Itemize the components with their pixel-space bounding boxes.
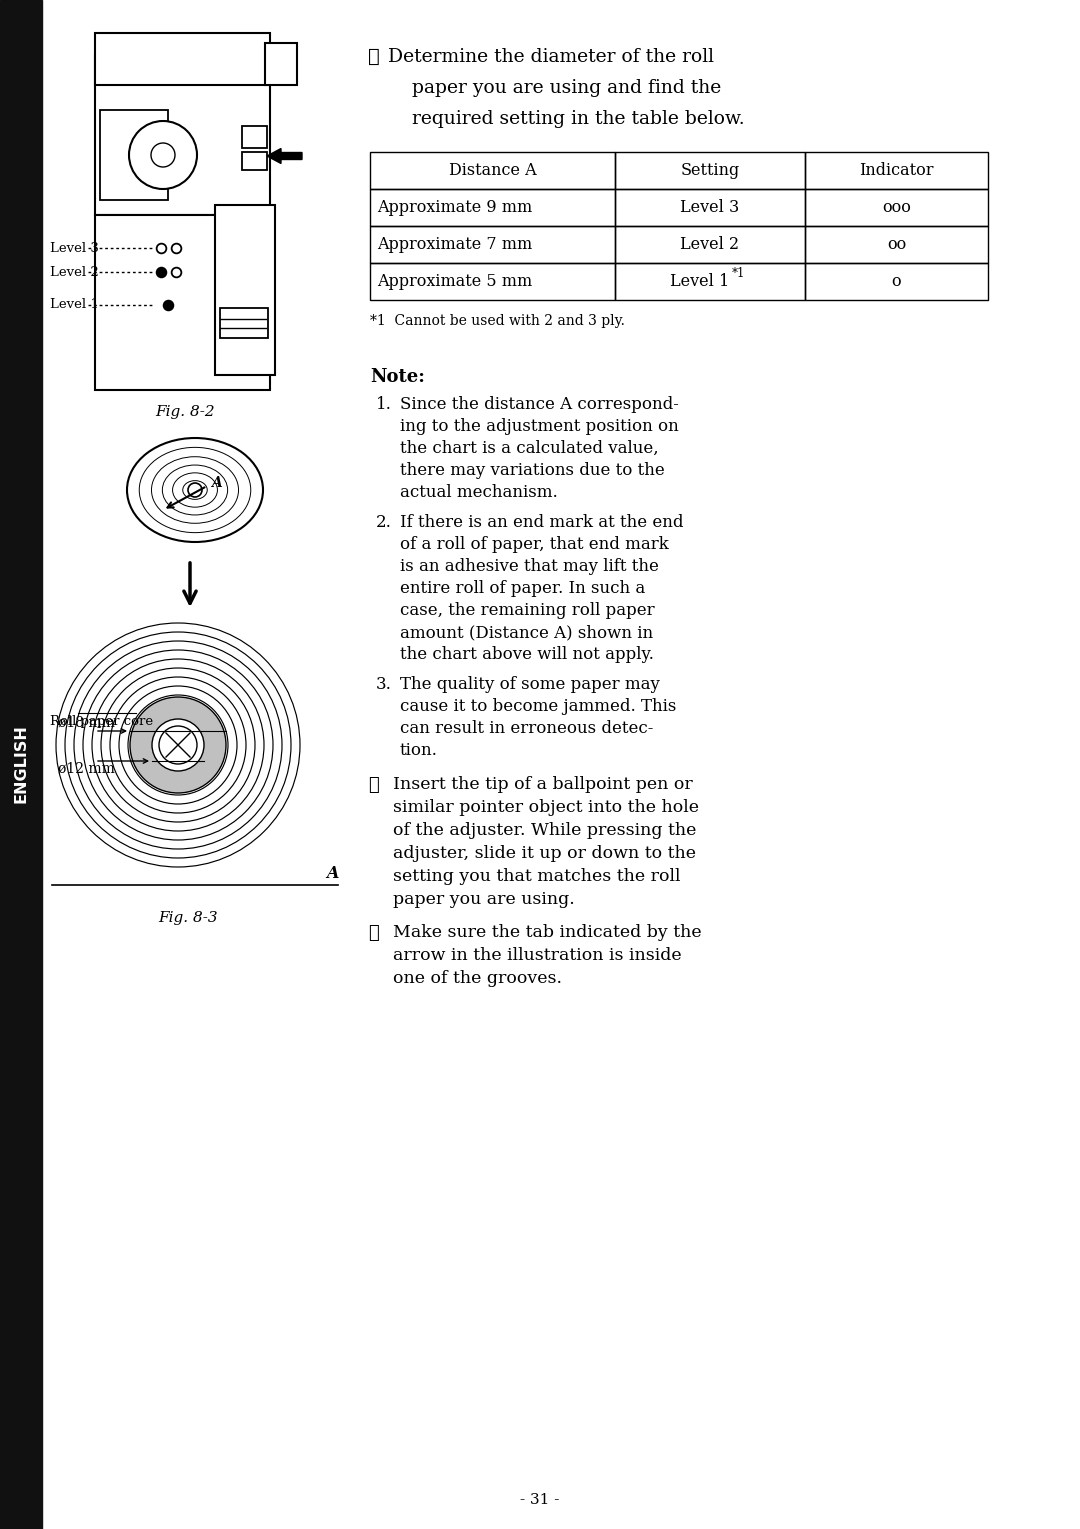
Bar: [615, 263, 805, 300]
Bar: [805, 226, 988, 263]
Bar: [615, 190, 805, 226]
Circle shape: [188, 483, 202, 497]
Bar: [95, 216, 270, 390]
Ellipse shape: [127, 437, 264, 541]
Text: ⑥: ⑥: [368, 777, 379, 794]
Text: entire roll of paper. In such a: entire roll of paper. In such a: [400, 579, 645, 596]
Text: one of the grooves.: one of the grooves.: [393, 969, 562, 988]
Text: A: A: [211, 476, 221, 489]
Text: Level 1: Level 1: [50, 298, 98, 312]
Text: Level 3: Level 3: [50, 242, 99, 254]
Text: - 31 -: - 31 -: [521, 1492, 559, 1508]
Text: adjuster, slide it up or down to the: adjuster, slide it up or down to the: [393, 846, 696, 862]
Text: paper you are using and find the: paper you are using and find the: [411, 80, 721, 96]
Bar: [805, 263, 988, 300]
Bar: [370, 151, 615, 190]
Text: of a roll of paper, that end mark: of a roll of paper, that end mark: [400, 537, 669, 553]
Circle shape: [159, 726, 197, 764]
Text: ø12 mm: ø12 mm: [58, 761, 114, 777]
Text: Approximate 9 mm: Approximate 9 mm: [377, 199, 532, 216]
Text: Determine the diameter of the roll: Determine the diameter of the roll: [388, 47, 714, 66]
Text: similar pointer object into the hole: similar pointer object into the hole: [393, 800, 699, 816]
Text: is an adhesive that may lift the: is an adhesive that may lift the: [400, 558, 659, 575]
Bar: [370, 263, 615, 300]
Bar: [242, 125, 267, 148]
Text: amount (Distance A) shown in: amount (Distance A) shown in: [400, 624, 653, 641]
Text: ⑤: ⑤: [368, 47, 380, 66]
Text: Distance A: Distance A: [448, 162, 537, 179]
Text: The quality of some paper may: The quality of some paper may: [400, 676, 660, 693]
Text: ⑦: ⑦: [368, 924, 379, 942]
Text: cause it to become jammed. This: cause it to become jammed. This: [400, 699, 676, 716]
Text: A: A: [326, 864, 338, 882]
Text: can result in erroneous detec-: can result in erroneous detec-: [400, 720, 653, 737]
Text: there may variations due to the: there may variations due to the: [400, 462, 665, 479]
Text: ø18 mm: ø18 mm: [58, 716, 114, 729]
Text: of the adjuster. While pressing the: of the adjuster. While pressing the: [393, 823, 697, 839]
Text: the chart is a calculated value,: the chart is a calculated value,: [400, 440, 659, 457]
Text: Setting: Setting: [680, 162, 740, 179]
Text: Level 1: Level 1: [671, 274, 730, 291]
Text: *1: *1: [732, 268, 745, 280]
Text: ooo: ooo: [882, 199, 910, 216]
Wedge shape: [130, 697, 226, 794]
Bar: [370, 190, 615, 226]
Text: required setting in the table below.: required setting in the table below.: [411, 110, 744, 128]
Text: actual mechanism.: actual mechanism.: [400, 485, 557, 502]
Text: setting you that matches the roll: setting you that matches the roll: [393, 868, 680, 885]
Bar: [95, 55, 270, 216]
Bar: [95, 34, 270, 86]
Bar: [370, 226, 615, 263]
Text: Level 2: Level 2: [680, 235, 740, 252]
Text: Roll paper core: Roll paper core: [50, 716, 153, 728]
Text: *1  Cannot be used with 2 and 3 ply.: *1 Cannot be used with 2 and 3 ply.: [370, 313, 625, 329]
Text: Approximate 7 mm: Approximate 7 mm: [377, 235, 532, 252]
Bar: [100, 110, 168, 200]
Text: Since the distance A correspond-: Since the distance A correspond-: [400, 396, 679, 413]
FancyArrow shape: [267, 148, 302, 164]
Text: ing to the adjustment position on: ing to the adjustment position on: [400, 417, 678, 434]
Text: tion.: tion.: [400, 742, 437, 758]
Circle shape: [129, 121, 197, 190]
Text: o: o: [892, 274, 902, 291]
Text: ENGLISH: ENGLISH: [13, 725, 28, 803]
Text: Level 2: Level 2: [50, 266, 98, 278]
Bar: [215, 205, 275, 375]
Text: 1.: 1.: [376, 396, 392, 413]
Text: Note:: Note:: [370, 368, 424, 385]
Bar: [805, 151, 988, 190]
Text: oo: oo: [887, 235, 906, 252]
Text: If there is an end mark at the end: If there is an end mark at the end: [400, 514, 684, 531]
Bar: [265, 43, 297, 86]
Text: Fig. 8-2: Fig. 8-2: [156, 405, 215, 419]
Text: Level 3: Level 3: [680, 199, 740, 216]
Text: 3.: 3.: [376, 676, 392, 693]
Text: case, the remaining roll paper: case, the remaining roll paper: [400, 602, 654, 619]
Bar: [615, 151, 805, 190]
Text: Fig. 8-3: Fig. 8-3: [158, 911, 218, 925]
Bar: [220, 307, 268, 338]
Bar: [0, 0, 42, 1529]
Bar: [805, 190, 988, 226]
Text: Insert the tip of a ballpoint pen or: Insert the tip of a ballpoint pen or: [393, 777, 692, 794]
Text: Approximate 5 mm: Approximate 5 mm: [377, 274, 532, 291]
Text: Make sure the tab indicated by the: Make sure the tab indicated by the: [393, 924, 702, 940]
Text: paper you are using.: paper you are using.: [393, 891, 575, 908]
Text: arrow in the illustration is inside: arrow in the illustration is inside: [393, 946, 681, 963]
Text: the chart above will not apply.: the chart above will not apply.: [400, 645, 653, 664]
Bar: [615, 226, 805, 263]
Text: Indicator: Indicator: [860, 162, 934, 179]
Text: 2.: 2.: [376, 514, 392, 531]
Bar: [242, 151, 267, 170]
